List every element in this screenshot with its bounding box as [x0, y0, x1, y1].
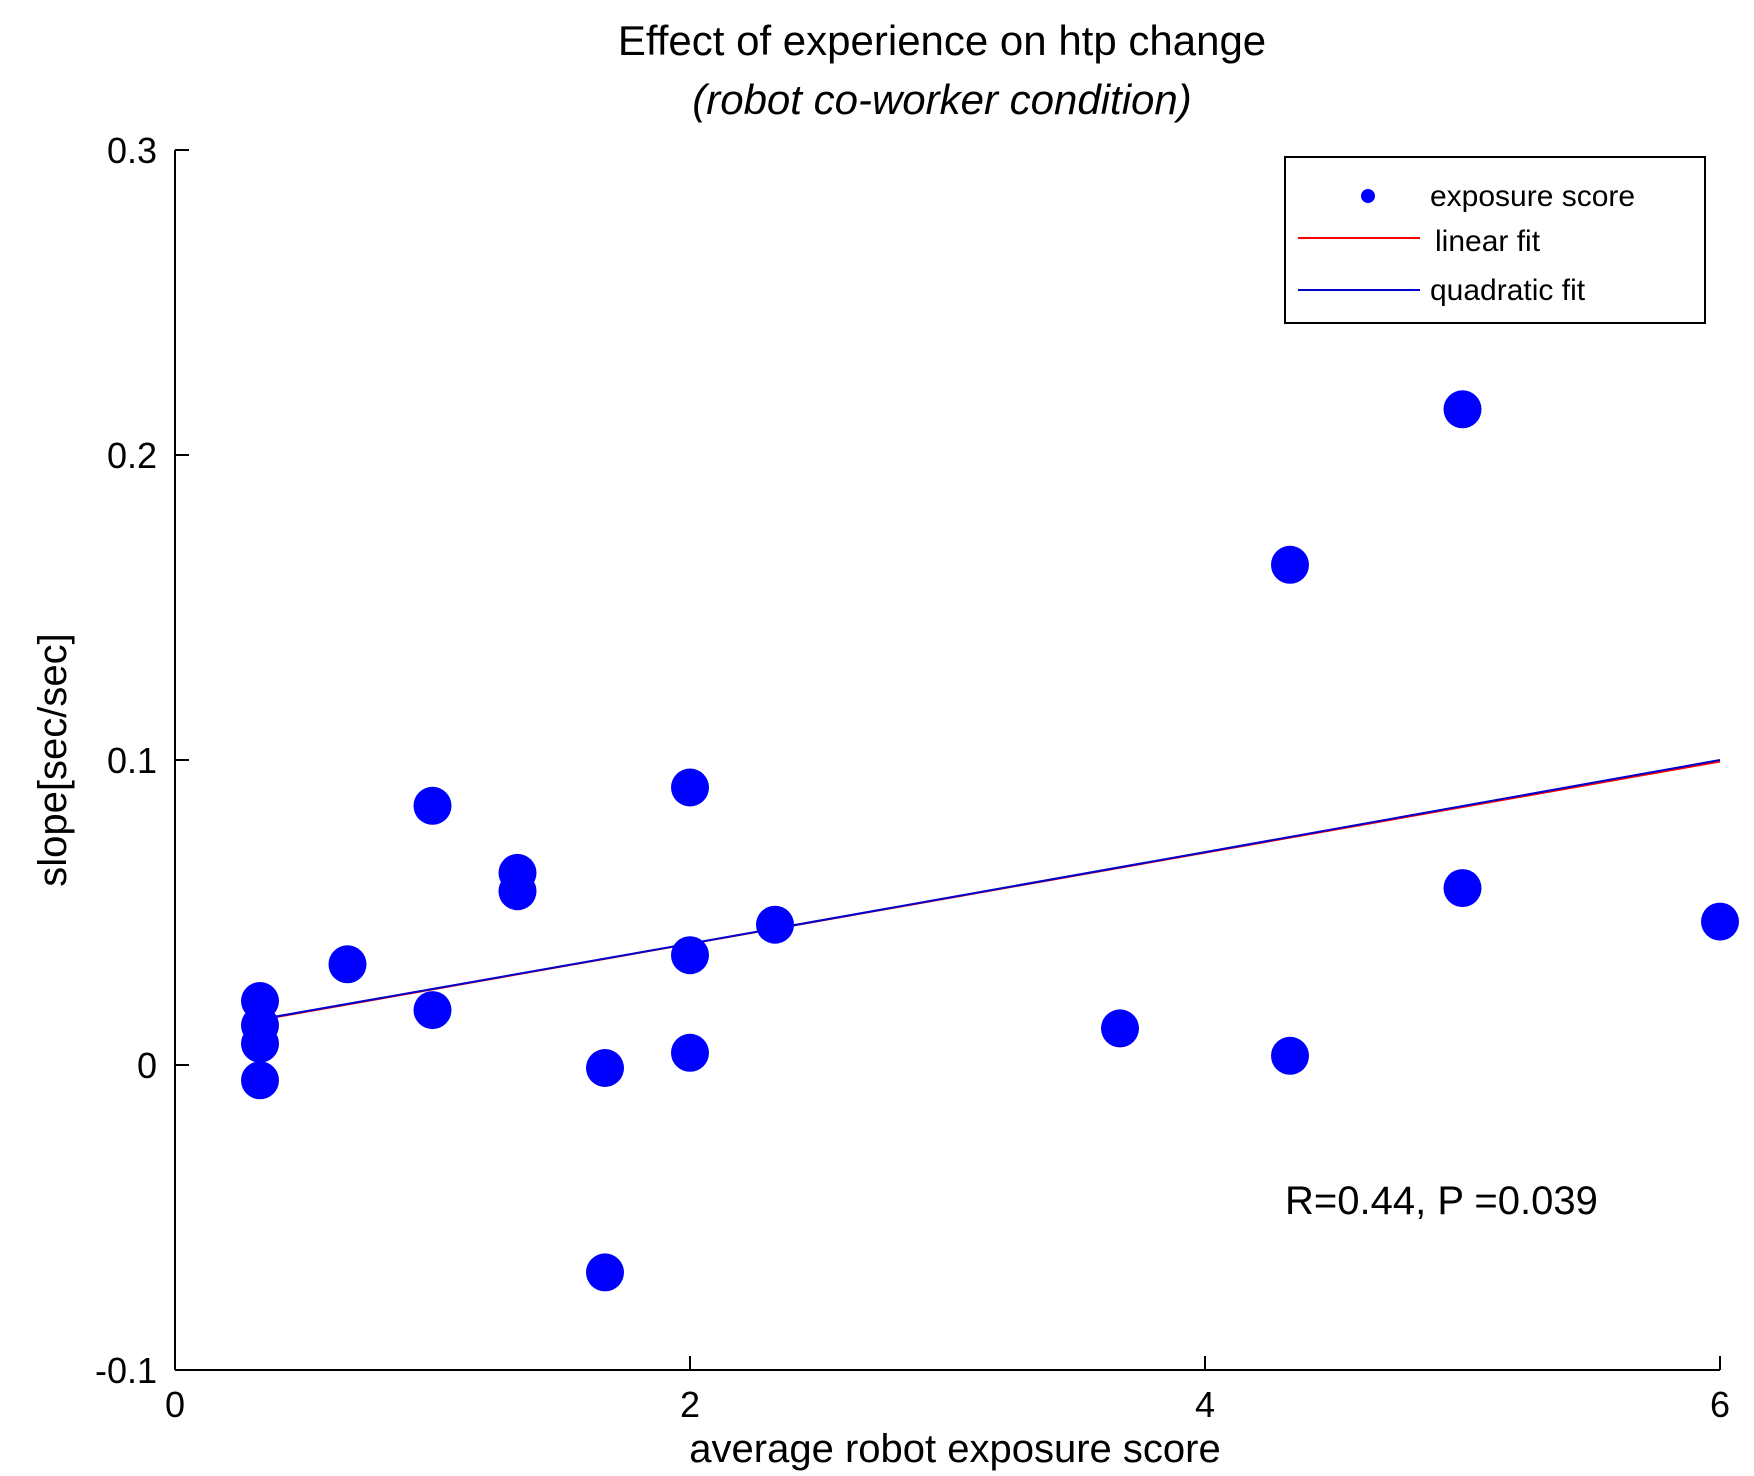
legend-marker-exposure-score	[1361, 189, 1375, 203]
data-point	[671, 936, 709, 975]
legend-label-linear-fit: linear fit	[1435, 225, 1541, 258]
legend: exposure score linear fit quadratic fit	[1284, 156, 1706, 324]
data-point	[498, 872, 537, 911]
data-point	[756, 905, 794, 944]
x-tick-label: 6	[1710, 1384, 1730, 1425]
y-tick-label: 0.2	[107, 435, 157, 476]
data-point	[1271, 1036, 1309, 1075]
data-point	[328, 945, 367, 984]
legend-label-exposure-score: exposure score	[1430, 180, 1635, 213]
legend-label-quadratic-fit: quadratic fit	[1430, 274, 1586, 307]
axis-ticks: -0.100.10.20.30 2 4 6	[95, 130, 1730, 1425]
data-point	[241, 1024, 279, 1063]
x-tick-label: 2	[680, 1384, 700, 1425]
data-point	[671, 1033, 709, 1072]
chart-title: Effect of experience on htp change	[618, 17, 1266, 64]
data-points	[241, 390, 1739, 1292]
data-point	[1443, 869, 1482, 908]
data-point	[671, 768, 709, 807]
legend-box	[1284, 156, 1706, 324]
quadratic-fit-line	[259, 759, 1721, 1021]
data-point	[241, 1061, 279, 1100]
data-point	[1101, 1009, 1139, 1048]
x-tick-label: 0	[165, 1384, 185, 1425]
x-tick-label: 4	[1195, 1384, 1215, 1425]
chart-subtitle: (robot co-worker condition)	[692, 76, 1192, 123]
y-tick-label: 0.3	[107, 130, 157, 171]
data-point	[413, 786, 452, 825]
data-point	[1443, 390, 1482, 429]
data-point	[1271, 545, 1309, 584]
y-tick-label: -0.1	[95, 1350, 157, 1391]
y-tick-label: 0.1	[107, 740, 157, 781]
y-axis-label: slope[sec/sec]	[31, 633, 75, 886]
data-point	[1701, 902, 1739, 941]
y-tick-label: 0	[137, 1045, 157, 1086]
x-axis-label: average robot exposure score	[689, 1427, 1220, 1471]
fit-lines	[259, 759, 1721, 1021]
data-point	[413, 991, 452, 1030]
data-point	[586, 1049, 624, 1087]
data-point	[586, 1253, 624, 1292]
correlation-annotation: R=0.44, P =0.039	[1285, 1179, 1598, 1223]
